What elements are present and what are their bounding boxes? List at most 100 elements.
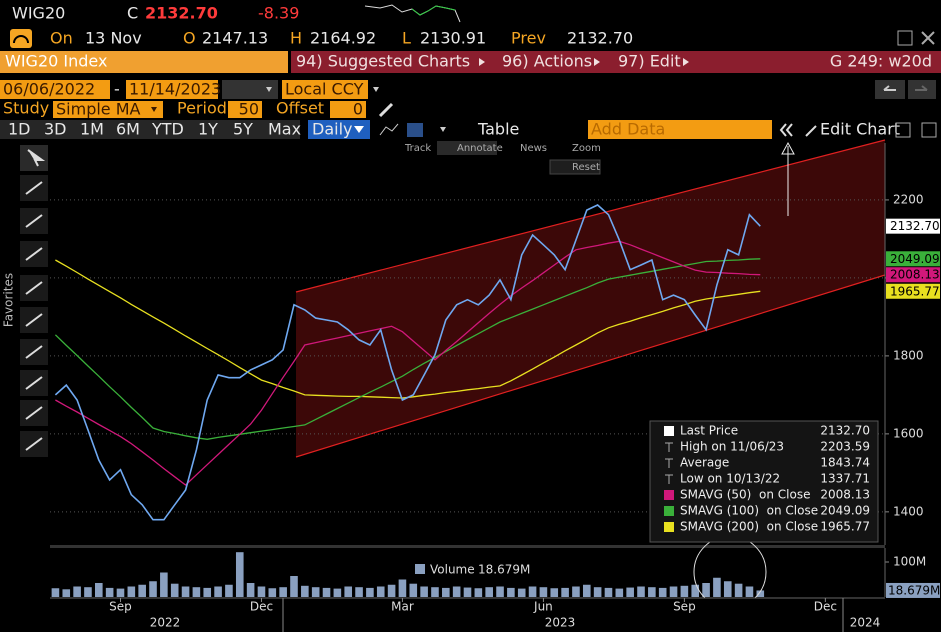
range-tab[interactable]: 1D	[8, 120, 31, 139]
y-tick-label: 1600	[893, 426, 924, 440]
tool-annotate[interactable]: Annotate	[457, 143, 503, 154]
tool-glyph	[25, 214, 43, 228]
legend-value: 1337.71	[820, 472, 870, 486]
volume-bar	[214, 586, 222, 597]
reset: Reset	[572, 162, 600, 173]
date-dash: -	[114, 80, 120, 99]
favorites[interactable]: Favorites	[2, 273, 16, 327]
range-tab[interactable]: 1Y	[198, 120, 218, 139]
menu-item[interactable]: 97) Edit	[618, 52, 681, 71]
currency: Local CCY	[285, 80, 364, 99]
legend-value: 1965.77	[820, 520, 870, 534]
tool-glyph	[25, 181, 43, 195]
candle-icon[interactable]	[407, 123, 423, 137]
volume-bar	[301, 585, 309, 597]
pencil-icon[interactable]	[378, 102, 394, 118]
offset-label: Offset	[276, 99, 324, 118]
volume-bar	[192, 587, 201, 597]
volume-bar	[311, 587, 320, 597]
table-button[interactable]: Table	[477, 120, 519, 139]
line-chart-icon[interactable]	[379, 123, 399, 136]
y-tick-label: 100M	[893, 555, 926, 569]
range-tab[interactable]: 5Y	[233, 120, 253, 139]
year-label: 2024	[850, 616, 881, 630]
last-value-box	[886, 218, 940, 234]
close-button[interactable]	[921, 31, 935, 45]
volume-bar	[507, 587, 515, 597]
last-value-label: 2008.13	[890, 268, 940, 282]
volume-bar	[257, 586, 266, 597]
tool-zoom[interactable]: Zoom	[572, 143, 601, 154]
undo-icon	[883, 85, 896, 91]
volume-bar	[149, 581, 157, 597]
volume-bar	[409, 583, 418, 597]
last-value-label: 1965.77	[890, 284, 940, 298]
start-date-box[interactable]	[0, 80, 110, 99]
volume-bar	[355, 587, 363, 597]
last-value-box	[886, 267, 940, 283]
legend-value: 1843.74	[820, 456, 870, 470]
menu-arrow	[594, 58, 600, 66]
menu-item[interactable]: 94) Suggested Charts	[296, 52, 470, 71]
settings-icon[interactable]	[895, 122, 911, 138]
year-label: 2023	[545, 616, 576, 630]
study-label: Study	[3, 99, 49, 118]
range-tab[interactable]: 6M	[116, 120, 140, 139]
volume-bar	[105, 587, 114, 597]
security: WIG20 Index	[5, 52, 107, 71]
currency-box[interactable]	[282, 80, 368, 99]
security-box[interactable]	[0, 51, 288, 73]
period-box[interactable]	[228, 101, 262, 118]
legend-swatch	[664, 426, 674, 436]
reset-box[interactable]	[549, 159, 601, 175]
date-label: On	[50, 29, 73, 48]
offset-box[interactable]	[330, 101, 366, 118]
legend-label: Last Price	[680, 424, 738, 438]
study-box[interactable]	[53, 101, 163, 118]
volume-bar	[420, 586, 428, 597]
range-tab[interactable]: Max	[268, 120, 301, 139]
edit-chart[interactable]: Edit Chart	[820, 120, 900, 139]
volume-bar	[658, 587, 667, 597]
clock-icon[interactable]	[10, 29, 32, 48]
volume-bar	[550, 588, 559, 597]
volume-legend-name: Volume	[430, 563, 475, 577]
dropdown-arrow	[354, 126, 364, 133]
volume-bar	[442, 587, 450, 597]
volume-bar	[387, 584, 396, 597]
open: 2147.13	[202, 29, 268, 48]
range-tab[interactable]: 1M	[80, 120, 104, 139]
y-tick-label: 2200	[893, 192, 924, 206]
last-value-box	[886, 251, 940, 267]
tool-track[interactable]: Track	[404, 143, 431, 154]
legend-label: SMAVG (200) on Close	[680, 520, 818, 534]
volume-legend-value: 18.679M	[478, 563, 530, 577]
legend-value: 2203.59	[820, 440, 870, 454]
legend-marker	[665, 442, 673, 452]
volume-bar	[344, 586, 353, 597]
volume-bar	[203, 587, 212, 597]
legend-marker	[665, 474, 673, 484]
expand-icon[interactable]	[921, 122, 937, 138]
x-axis-band	[0, 598, 941, 632]
y-tick-label: 1800	[893, 348, 924, 362]
range-tab[interactable]: 3D	[44, 120, 67, 139]
tool-glyph	[25, 281, 43, 295]
window-button[interactable]	[897, 30, 913, 46]
volume-bar	[73, 586, 81, 597]
end-date-box[interactable]	[126, 80, 218, 99]
tool-news[interactable]: News	[520, 143, 547, 154]
x-tick-label: Dec	[814, 600, 837, 614]
add-data-box[interactable]	[588, 120, 772, 139]
tool-glyph	[25, 437, 43, 451]
range-tab[interactable]: YTD	[151, 120, 184, 139]
volume-bar	[669, 586, 678, 597]
legend-box	[649, 420, 879, 543]
period-dropdown[interactable]	[222, 80, 278, 99]
collapse-icon[interactable]	[779, 123, 793, 137]
volume-bar	[452, 586, 461, 597]
volume-legend-swatch	[415, 564, 425, 574]
menu-item[interactable]: 96) Actions	[502, 52, 592, 71]
volume-bar	[127, 586, 136, 597]
frequency-box[interactable]	[308, 120, 370, 139]
